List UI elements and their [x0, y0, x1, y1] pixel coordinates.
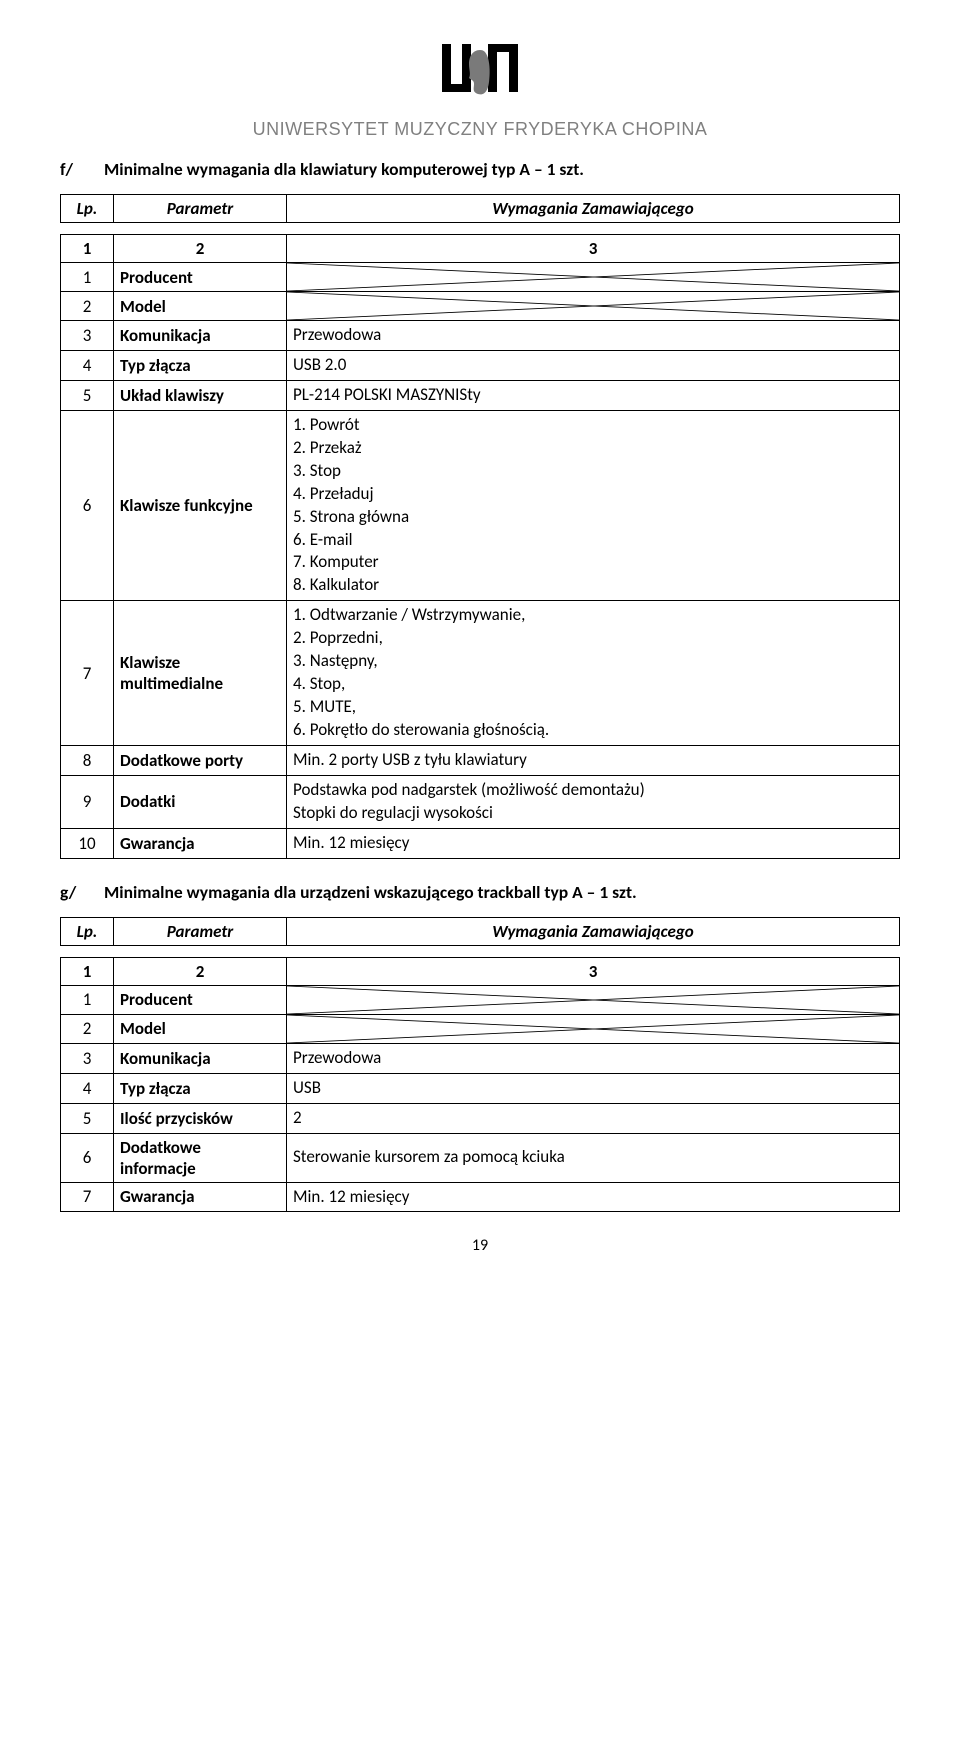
table-row: 1Producent: [61, 263, 900, 292]
row-param: Model: [114, 292, 287, 321]
row-number: 4: [61, 350, 114, 380]
row-param: Typ złącza: [114, 1073, 287, 1103]
table-row: 2Model: [61, 292, 900, 321]
page-number: 19: [60, 1236, 900, 1255]
th-param: Parametr: [114, 195, 287, 223]
row-value: [287, 1014, 900, 1043]
row-value: [287, 292, 900, 321]
row-number: 1: [61, 263, 114, 292]
section-f-letter: f/: [60, 158, 104, 180]
row-param: Ilość przycisków: [114, 1103, 287, 1133]
row-param: Klawisze funkcyjne: [114, 410, 287, 601]
th-lp: Lp.: [61, 195, 114, 223]
row-value: Przewodowa: [287, 1043, 900, 1073]
row-param: Dodatkowe informacje: [114, 1133, 287, 1182]
row-value: USB: [287, 1073, 900, 1103]
table-row: 4Typ złączaUSB: [61, 1073, 900, 1103]
row-value: Min. 12 miesięcy: [287, 1182, 900, 1212]
num-row-g: 1 2 3: [61, 957, 900, 985]
table-f: Lp. Parametr Wymagania Zamawiającego 1 2…: [60, 194, 900, 859]
table-row: 2Model: [61, 1014, 900, 1043]
row-param: Układ klawiszy: [114, 380, 287, 410]
row-number: 2: [61, 292, 114, 321]
row-param: Gwarancja: [114, 1182, 287, 1212]
row-param: Klawisze multimedialne: [114, 601, 287, 746]
table-row: 5Ilość przycisków2: [61, 1103, 900, 1133]
table-row: 4Typ złączaUSB 2.0: [61, 350, 900, 380]
row-value: Min. 12 miesięcy: [287, 828, 900, 858]
row-value: [287, 985, 900, 1014]
row-param: Producent: [114, 263, 287, 292]
th-lp-g: Lp.: [61, 917, 114, 945]
row-param: Gwarancja: [114, 828, 287, 858]
table-row: 10GwarancjaMin. 12 miesięcy: [61, 828, 900, 858]
table-row: 8Dodatkowe portyMin. 2 porty USB z tyłu …: [61, 745, 900, 775]
row-number: 5: [61, 1103, 114, 1133]
row-number: 1: [61, 985, 114, 1014]
section-g-heading: g/ Minimalne wymagania dla urządzeni wsk…: [60, 881, 900, 903]
section-g-title: Minimalne wymagania dla urządzeni wskazu…: [104, 881, 637, 903]
row-param: Dodatkowe porty: [114, 745, 287, 775]
header-logo: [60, 40, 900, 111]
table-row: 3KomunikacjaPrzewodowa: [61, 1043, 900, 1073]
row-value: Podstawka pod nadgarstek (możliwość demo…: [287, 775, 900, 828]
row-param: Producent: [114, 985, 287, 1014]
row-param: Komunikacja: [114, 321, 287, 351]
row-number: 2: [61, 1014, 114, 1043]
row-value: 2: [287, 1103, 900, 1133]
university-title: UNIWERSYTET MUZYCZNY FRYDERYKA CHOPINA: [60, 119, 900, 140]
row-param: Model: [114, 1014, 287, 1043]
th-wym: Wymagania Zamawiającego: [287, 195, 900, 223]
th-wym-g: Wymagania Zamawiającego: [287, 917, 900, 945]
table-g: Lp. Parametr Wymagania Zamawiającego 1 2…: [60, 917, 900, 1213]
row-number: 3: [61, 1043, 114, 1073]
section-f-heading: f/ Minimalne wymagania dla klawiatury ko…: [60, 158, 900, 180]
row-value: 1. Powrót2. Przekaż3. Stop4. Przeładuj5.…: [287, 410, 900, 601]
row-value: USB 2.0: [287, 350, 900, 380]
table-row: 5Układ klawiszyPL-214 POLSKI MASZYNISty: [61, 380, 900, 410]
row-number: 9: [61, 775, 114, 828]
num-row-f: 1 2 3: [61, 235, 900, 263]
row-value: Sterowanie kursorem za pomocą kciuka: [287, 1133, 900, 1182]
row-value: Przewodowa: [287, 321, 900, 351]
th-param-g: Parametr: [114, 917, 287, 945]
row-value: Min. 2 porty USB z tyłu klawiatury: [287, 745, 900, 775]
row-number: 6: [61, 410, 114, 601]
row-number: 3: [61, 321, 114, 351]
row-number: 5: [61, 380, 114, 410]
table-row: 1Producent: [61, 985, 900, 1014]
row-value: PL-214 POLSKI MASZYNISty: [287, 380, 900, 410]
row-param: Dodatki: [114, 775, 287, 828]
table-row: 6Dodatkowe informacjeSterowanie kursorem…: [61, 1133, 900, 1182]
row-number: 6: [61, 1133, 114, 1182]
row-value: 1. Odtwarzanie / Wstrzymywanie,2. Poprze…: [287, 601, 900, 746]
table-row: 7Klawisze multimedialne1. Odtwarzanie / …: [61, 601, 900, 746]
table-row: 6Klawisze funkcyjne1. Powrót2. Przekaż3.…: [61, 410, 900, 601]
table-row: 3KomunikacjaPrzewodowa: [61, 321, 900, 351]
section-g-letter: g/: [60, 881, 104, 903]
row-param: Komunikacja: [114, 1043, 287, 1073]
row-number: 7: [61, 1182, 114, 1212]
row-number: 7: [61, 601, 114, 746]
table-row: 7GwarancjaMin. 12 miesięcy: [61, 1182, 900, 1212]
row-number: 8: [61, 745, 114, 775]
section-f-title: Minimalne wymagania dla klawiatury kompu…: [104, 158, 584, 180]
row-param: Typ złącza: [114, 350, 287, 380]
row-number: 4: [61, 1073, 114, 1103]
table-row: 9DodatkiPodstawka pod nadgarstek (możliw…: [61, 775, 900, 828]
row-number: 10: [61, 828, 114, 858]
row-value: [287, 263, 900, 292]
